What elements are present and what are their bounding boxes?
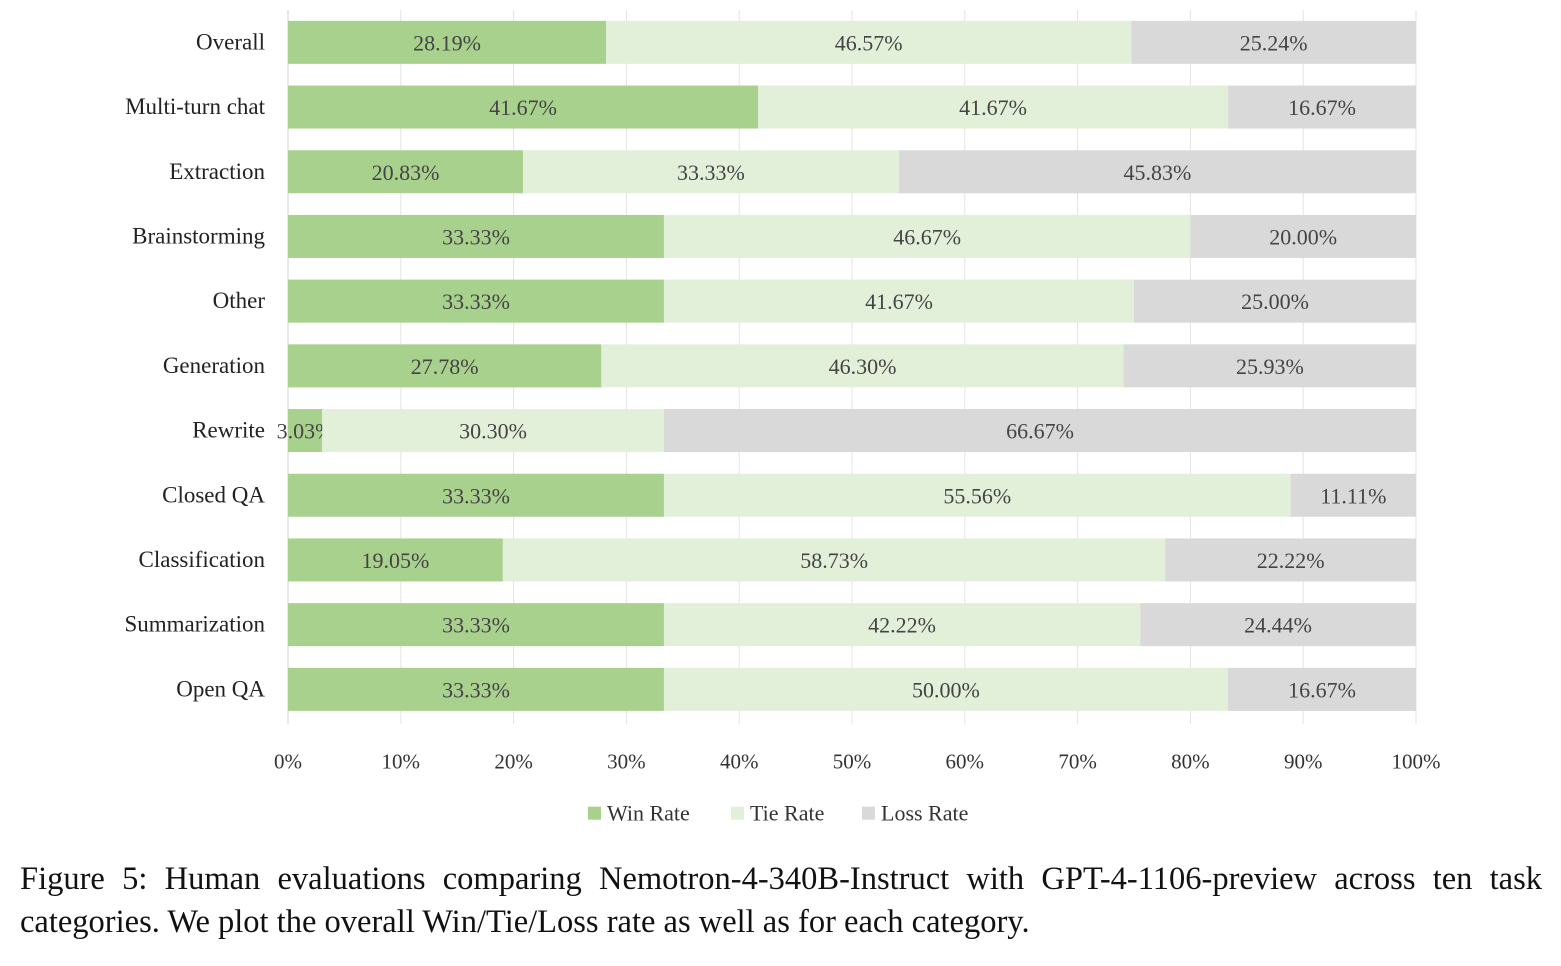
bar-segment bbox=[1228, 85, 1417, 129]
bar-segment bbox=[663, 214, 1191, 258]
data-label: 28.19% bbox=[413, 30, 481, 55]
bar-segment bbox=[1190, 214, 1416, 258]
data-label: 25.00% bbox=[1241, 289, 1309, 314]
bar-segment bbox=[288, 85, 759, 129]
bar-segment bbox=[288, 409, 323, 453]
category-label: Generation bbox=[163, 353, 266, 378]
bar-segment bbox=[1140, 603, 1416, 647]
category-label: Multi-turn chat bbox=[125, 94, 265, 119]
legend-swatch bbox=[862, 806, 875, 820]
bar-segment bbox=[522, 150, 899, 194]
data-label: 24.44% bbox=[1244, 613, 1312, 638]
bar-segment bbox=[1290, 473, 1416, 517]
bars: 28.19% 46.57% 25.24% 41.67% 41.67% 16.67% 20.8… bbox=[277, 20, 1417, 711]
data-label: 16.67% bbox=[1288, 677, 1356, 702]
data-label: 41.67% bbox=[865, 289, 933, 314]
bar-segment bbox=[605, 20, 1132, 64]
category-label: Extraction bbox=[169, 159, 265, 184]
data-label: 25.93% bbox=[1236, 354, 1304, 379]
data-label: 33.33% bbox=[442, 483, 510, 508]
legend: Win Rate Tie Rate Loss Rate bbox=[588, 801, 968, 826]
data-label: 20.83% bbox=[372, 160, 440, 185]
bar-segment bbox=[288, 279, 664, 323]
data-label: 33.33% bbox=[442, 613, 510, 638]
bar-segment bbox=[322, 409, 664, 453]
x-tick-label: 10% bbox=[382, 750, 421, 774]
x-tick-label: 60% bbox=[946, 750, 985, 774]
data-label: 55.56% bbox=[943, 483, 1011, 508]
category-label: Open QA bbox=[176, 676, 265, 701]
data-label: 50.00% bbox=[912, 677, 980, 702]
bar-segment bbox=[288, 538, 503, 582]
legend-swatch bbox=[731, 806, 744, 820]
bar-segment bbox=[502, 538, 1166, 582]
data-label: 19.05% bbox=[362, 548, 430, 573]
bar-segment bbox=[288, 344, 602, 388]
bar-segment bbox=[898, 150, 1416, 194]
data-label: 45.83% bbox=[1123, 160, 1191, 185]
data-label: 46.57% bbox=[835, 30, 903, 55]
category-labels: Overall Multi-turn chat Extraction Brainsto… bbox=[124, 29, 265, 701]
x-tick-label: 0% bbox=[274, 750, 302, 774]
stacked-bar-chart: 28.19% 46.57% 25.24% 41.67% 41.67% 16.67% 20.8… bbox=[124, 10, 1441, 826]
data-label: 30.30% bbox=[459, 419, 527, 444]
bar-segment bbox=[758, 85, 1229, 129]
data-label: 42.22% bbox=[868, 613, 936, 638]
bar-segment bbox=[1123, 344, 1417, 388]
category-label: Other bbox=[213, 288, 266, 313]
bar-segment bbox=[288, 150, 523, 194]
category-label: Classification bbox=[139, 547, 266, 572]
bar-segment bbox=[663, 279, 1134, 323]
x-tick-label: 70% bbox=[1058, 750, 1097, 774]
category-label: Brainstorming bbox=[132, 223, 265, 248]
bar-segment bbox=[288, 667, 664, 711]
bar-segment bbox=[1165, 538, 1416, 582]
category-label: Overall bbox=[196, 29, 265, 54]
data-label: 20.00% bbox=[1269, 224, 1337, 249]
legend-label: Loss Rate bbox=[881, 801, 968, 826]
x-tick-label: 50% bbox=[833, 750, 872, 774]
data-label: 58.73% bbox=[800, 548, 868, 573]
category-label: Closed QA bbox=[162, 482, 265, 507]
data-label: 41.67% bbox=[489, 95, 557, 120]
bar-segment bbox=[663, 667, 1228, 711]
data-label: 46.30% bbox=[829, 354, 897, 379]
figure-caption: Figure 5: Human evaluations comparing Ne… bbox=[20, 861, 1542, 940]
data-label: 16.67% bbox=[1288, 95, 1356, 120]
data-label: 41.67% bbox=[959, 95, 1027, 120]
category-label: Rewrite bbox=[192, 418, 265, 443]
data-label: 33.33% bbox=[677, 160, 745, 185]
x-tick-label: 30% bbox=[607, 750, 646, 774]
bar-segment bbox=[1134, 279, 1416, 323]
bar-segment bbox=[288, 603, 664, 647]
x-tick-label: 40% bbox=[720, 750, 759, 774]
bar-segment bbox=[663, 473, 1291, 517]
data-label: 27.78% bbox=[411, 354, 479, 379]
legend-label: Tie Rate bbox=[750, 801, 824, 826]
data-label: 46.67% bbox=[893, 224, 961, 249]
data-label: 66.67% bbox=[1006, 419, 1074, 444]
category-label: Summarization bbox=[124, 612, 265, 637]
legend-swatch bbox=[588, 806, 601, 820]
data-label: 33.33% bbox=[442, 289, 510, 314]
x-tick-label: 80% bbox=[1171, 750, 1210, 774]
bar-segment bbox=[1227, 667, 1416, 711]
bar-segment bbox=[663, 603, 1141, 647]
x-tick-label: 90% bbox=[1284, 750, 1323, 774]
bar-segment bbox=[1131, 20, 1416, 64]
bar-segment bbox=[288, 473, 664, 517]
x-tick-labels: 0% 10% 20% 30% 40% 50% 60% 70% 80% 90% 100% bbox=[274, 750, 1441, 774]
bar-segment bbox=[288, 20, 606, 64]
x-tick-label: 100% bbox=[1392, 750, 1441, 774]
bar-segment bbox=[601, 344, 1124, 388]
data-label: 25.24% bbox=[1240, 30, 1308, 55]
legend-label: Win Rate bbox=[607, 801, 690, 826]
bar-segment bbox=[663, 409, 1416, 453]
bar-segment bbox=[288, 214, 664, 258]
data-label: 33.33% bbox=[442, 677, 510, 702]
data-label: 11.11% bbox=[1320, 483, 1386, 508]
data-label: 33.33% bbox=[442, 224, 510, 249]
x-tick-label: 20% bbox=[494, 750, 533, 774]
data-label: 22.22% bbox=[1257, 548, 1325, 573]
